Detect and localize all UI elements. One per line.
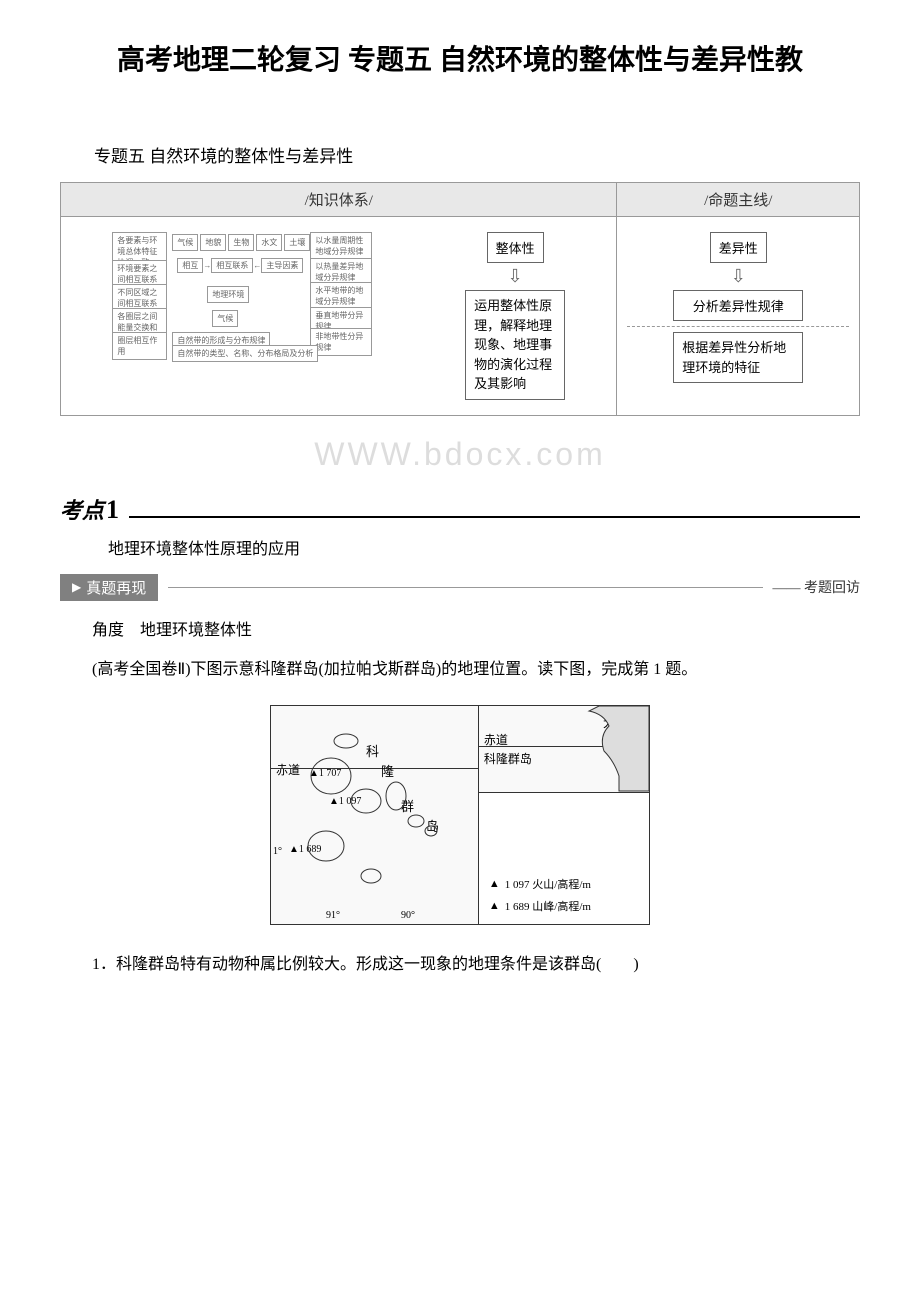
equator-label-right: 赤道 [484,731,508,748]
legend-item-volcano: ▲ 1 097 火山/高程/m [489,876,639,892]
angle-text: 角度 地理环境整体性 [60,616,860,640]
question-intro: (高考全国卷Ⅱ)下图示意科隆群岛(加拉帕戈斯群岛)的地理位置。读下图，完成第 1… [60,655,860,685]
kaodian-label: 考点 [60,493,104,525]
diff-desc2-box: 根据差异性分析地理环境的特征 [673,332,803,383]
main-title: 高考地理二轮复习 专题五 自然环境的整体性与差异性教 [60,40,860,82]
zhenti-subtitle: —— 考题回访 [773,577,861,597]
kaodian-underline [129,516,860,518]
continent-outline-icon [549,706,649,794]
kaodian-topic: 地理环境整体性原理的应用 [60,535,860,559]
knowledge-table: /知识体系/ 各要素与环境总体特征协调一致 气候 地貌 生物 水文 土壤 以水量… [60,182,860,416]
integrity-flow: 整体性 ⇩ 运用整体性原理，解释地理现象、地理事物的演化过程及其影响 [465,232,565,400]
table-left-col: /知识体系/ 各要素与环境总体特征协调一致 气候 地貌 生物 水文 土壤 以水量… [61,183,617,415]
difference-box: 差异性 [710,232,767,263]
difference-flow: 差异性 ⇩ 分析差异性规律 根据差异性分析地理环境的特征 [627,232,849,383]
map-figure: 赤道 科 隆 群 岛 ▲1 707 ▲1 097 ▲1 689 1° 91° 9… [60,705,860,925]
triangle-right-icon: ▶ [72,580,81,595]
map-context-panel: 大西洋 赤道 科隆群岛 [479,706,649,793]
watermark: WWW.bdocx.com [60,436,860,473]
arrow-down-icon: ⇩ [508,266,523,287]
legend-volcano-text: 1 097 火山/高程/m [505,876,591,892]
zhenti-header: ▶ 真题再现 —— 考题回访 [60,574,860,601]
zhenti-badge: ▶ 真题再现 [60,574,158,601]
question-1: 1．科隆群岛特有动物种属比例较大。形成这一现象的地理条件是该群岛( ) [60,950,860,980]
knowledge-diagram: 各要素与环境总体特征协调一致 气候 地貌 生物 水文 土壤 以水量周期性地域分异… [112,232,372,362]
kelong-label: 科隆群岛 [484,750,532,767]
lat1-label: 1° [273,846,282,857]
lon90-label: 90° [401,910,415,921]
arrow-down-icon: ⇩ [731,266,746,287]
section-title: 专题五 自然环境的整体性与差异性 [60,142,860,167]
integrity-desc-box: 运用整体性原理，解释地理现象、地理事物的演化过程及其影响 [465,290,565,400]
map-right-panel: 大西洋 赤道 科隆群岛 ▲ 1 097 火山/高程/m ▲ 1 689 山峰/高… [479,706,649,924]
dashed-divider [627,326,849,327]
diff-desc1-box: 分析差异性规律 [673,290,803,321]
legend-peak-text: 1 689 山峰/高程/m [505,898,591,914]
map-legend: ▲ 1 097 火山/高程/m ▲ 1 689 山峰/高程/m [479,793,649,924]
table-right-body: 差异性 ⇩ 分析差异性规律 根据差异性分析地理环境的特征 [617,217,859,398]
legend-item-peak: ▲ 1 689 山峰/高程/m [489,898,639,914]
lon91-label: 91° [326,910,340,921]
island-shapes-icon [301,726,461,896]
triangle-marker-icon: ▲ [489,900,500,912]
equator-label: 赤道 [276,761,300,778]
table-right-col: /命题主线/ 差异性 ⇩ 分析差异性规律 根据差异性分析地理环境的特征 [617,183,859,415]
integrity-box: 整体性 [487,232,544,263]
table-left-body: 各要素与环境总体特征协调一致 气候 地貌 生物 水文 土壤 以水量周期性地域分异… [61,217,616,415]
triangle-marker-icon: ▲ [489,878,500,890]
zhenti-line [168,587,762,588]
kaodian-header: 考点 1 [60,493,860,525]
table-header-left: /知识体系/ [61,183,616,217]
zhenti-badge-text: 真题再现 [86,577,146,598]
map-container: 赤道 科 隆 群 岛 ▲1 707 ▲1 097 ▲1 689 1° 91° 9… [270,705,650,925]
table-header-right: /命题主线/ [617,183,859,217]
kaodian-number: 1 [106,495,119,525]
map-left-panel: 赤道 科 隆 群 岛 ▲1 707 ▲1 097 ▲1 689 1° 91° 9… [271,706,479,924]
